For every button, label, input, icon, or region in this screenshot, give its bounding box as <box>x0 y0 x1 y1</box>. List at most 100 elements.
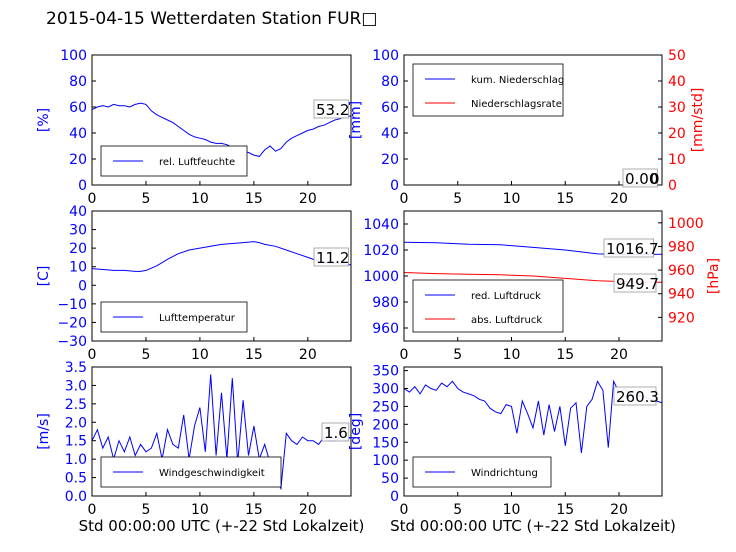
legend-box <box>412 63 564 117</box>
x-tick-label: 0 <box>400 502 409 518</box>
y-tick-label: 1.5 <box>65 434 87 450</box>
x-tick-label: 5 <box>141 191 150 207</box>
x-tick-label: 15 <box>556 347 574 363</box>
y2-tick-label: 30 <box>668 100 686 116</box>
y-tick-label: 80 <box>381 74 399 90</box>
current-value-1-box <box>603 238 654 258</box>
y-axis-label: [%] <box>36 108 52 132</box>
legend-label: kum. Niederschlag <box>471 75 564 86</box>
x-tick-label: 5 <box>141 347 150 363</box>
y-tick-label: 50 <box>381 471 399 487</box>
y-tick-label: 2.0 <box>65 415 87 431</box>
panel-pressure: 0 5 10 15 20 960 980 1000 1020 1040 920 940 960 980 10… <box>363 210 722 363</box>
y2-tick-label: 1000 <box>668 216 704 232</box>
x-tick-label: 0 <box>88 191 97 207</box>
legend-box <box>412 279 564 333</box>
current-value-box <box>313 99 349 119</box>
y-tick-label: 100 <box>372 453 399 469</box>
x-tick-label: 10 <box>191 191 209 207</box>
current-value: 1.6 <box>324 424 348 442</box>
y-tick-label: −10 <box>57 297 87 313</box>
legend-label: rel. Luftfeuchte <box>159 157 235 168</box>
x-tick-label: 5 <box>141 502 150 518</box>
y-tick-label: 20 <box>381 152 399 168</box>
legend-wind-direction: Windrichtung <box>412 456 552 488</box>
y2-tick-label: 960 <box>668 263 695 279</box>
x-tick-label: 20 <box>610 191 628 207</box>
plot-frame-temperature <box>91 210 352 342</box>
legend-humidity: rel. Luftfeuchte <box>100 145 248 177</box>
x-tick-label: 5 <box>453 502 462 518</box>
legend-label: Lufttemperatur <box>159 313 236 324</box>
current-value: 11.2 <box>316 249 349 267</box>
y-tick-label: 0 <box>390 489 399 505</box>
panel-humidity: 0 5 10 15 20 0 20 40 60 80 100 [%] rel. Luftfeuchte 5… <box>36 48 352 207</box>
x-tick-label: 10 <box>503 502 521 518</box>
legend-label: Windrichtung <box>471 468 538 479</box>
y-tick-label: 1000 <box>363 269 399 285</box>
y-tick-label: 40 <box>69 204 87 220</box>
y-tick-label: 980 <box>372 295 399 311</box>
y-tick-label: 20 <box>69 241 87 257</box>
y-tick-label: −20 <box>57 315 87 331</box>
y-tick-label: 960 <box>372 321 399 337</box>
y-axis-label: [hPa] <box>706 258 722 294</box>
x-tick-label: 5 <box>453 347 462 363</box>
current-value: 53.2 <box>316 101 349 119</box>
plot-frame-wind-speed <box>91 366 352 497</box>
y-tick-label: 100 <box>372 48 399 64</box>
y-tick-label: 0 <box>78 178 87 194</box>
y2-tick-label: 40 <box>668 74 686 90</box>
x-axis-label: Std 00:00:00 UTC (+-22 Std Lokalzeit) <box>390 517 676 535</box>
legend-label: Windgeschwindigkeit <box>159 468 265 479</box>
y-tick-label: 0.5 <box>65 471 87 487</box>
y-tick-label: 0 <box>78 278 87 294</box>
legend-temperature: Lufttemperatur <box>100 301 248 333</box>
x-tick-label: 15 <box>556 502 574 518</box>
y-tick-label: 200 <box>372 417 399 433</box>
y2-tick-label: 0 <box>668 178 677 194</box>
y-axis-label: [mm] <box>348 101 364 139</box>
x-tick-label: 0 <box>88 502 97 518</box>
legend-precip: kum. Niederschlag Niederschlagsrate <box>412 63 564 117</box>
y-tick-label: 20 <box>69 152 87 168</box>
x-tick-label: 10 <box>503 347 521 363</box>
figure-title: 2015-04-15 Wetterdaten Station FUR□ <box>46 9 378 29</box>
x-tick-label: 10 <box>191 502 209 518</box>
current-value-box <box>321 422 350 442</box>
series-line-wind-speed-0 <box>91 374 352 491</box>
x-tick-label: 10 <box>503 191 521 207</box>
y-tick-label: 30 <box>69 223 87 239</box>
current-value-2: 949.7 <box>616 275 659 293</box>
plot-frame-humidity <box>91 54 352 186</box>
y-tick-label: 1.0 <box>65 452 87 468</box>
x-tick-label: 10 <box>191 347 209 363</box>
y-tick-label: 60 <box>69 100 87 116</box>
y2-tick-label: 980 <box>668 239 695 255</box>
y-tick-label: 40 <box>381 126 399 142</box>
y-tick-label: 0 <box>390 178 399 194</box>
y-tick-label: 10 <box>69 260 87 276</box>
series-line-temperature-0 <box>91 241 352 272</box>
y-tick-label: 1040 <box>363 217 399 233</box>
y-tick-label: 300 <box>372 382 399 398</box>
current-value-box <box>622 168 658 188</box>
y-axis-label: [C] <box>36 266 52 287</box>
y2-tick-label: 10 <box>668 152 686 168</box>
legend-label: red. Luftdruck <box>471 291 541 302</box>
current-value: 0.00 <box>625 170 658 188</box>
x-tick-label: 20 <box>299 502 317 518</box>
legend-pressure: red. Luftdruck abs. Luftdruck <box>412 279 564 333</box>
y2-tick-label: 940 <box>668 287 695 303</box>
y-tick-label: 80 <box>69 74 87 90</box>
current-value-1: 1016.7 <box>606 240 659 258</box>
x-tick-label: 15 <box>245 502 263 518</box>
x-tick-label: 15 <box>245 191 263 207</box>
panel-wind-speed: 0 5 10 15 20 0.0 0.5 1.0 1.5 2.0 2.5 3.0 3.5 [m/s] Std… <box>36 360 364 535</box>
y2-tick-label: 920 <box>668 310 695 326</box>
y-axis-label: [m/s] <box>36 413 52 450</box>
y-tick-label: 40 <box>69 126 87 142</box>
y-tick-label: 60 <box>381 100 399 116</box>
